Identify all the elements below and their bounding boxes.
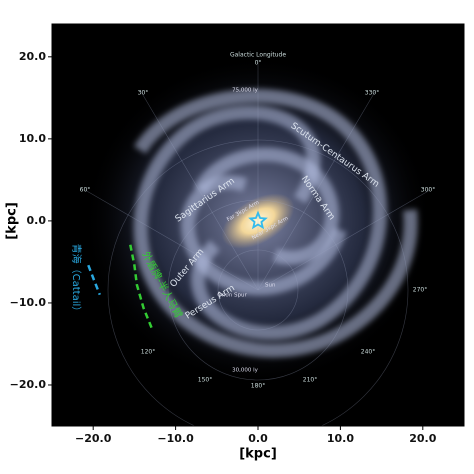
galaxy-image (83, 56, 433, 426)
x-tick-label: −20.0 (75, 432, 112, 445)
longitude-label: 120° (141, 349, 155, 356)
longitude-label: 210° (303, 377, 317, 384)
dashed-line (129, 244, 154, 331)
distance-label: 30,000 ly (232, 368, 259, 374)
longitude-label: 0° (255, 60, 262, 67)
arm-label: Orion Spur (217, 293, 247, 299)
x-tick-label: 20.0 (409, 432, 436, 445)
y-tick-label: −10.0 (10, 296, 47, 309)
longitude-label: 60° (80, 187, 91, 194)
arm-label: Sun (265, 283, 276, 289)
longitude-label: 180° (251, 383, 265, 390)
longitude-label: 150° (198, 377, 212, 384)
y-tick-label: −20.0 (10, 378, 47, 391)
x-tick-label: −10.0 (157, 432, 194, 445)
y-axis-label: [kpc] (5, 202, 20, 240)
y-tick-label: 10.0 (19, 132, 46, 145)
longitude-label: 330° (365, 90, 379, 97)
dashed-line (87, 264, 101, 296)
y-tick-label: 20.0 (19, 50, 46, 63)
longitude-title: Galactic Longitude (230, 52, 286, 59)
longitude-label: 300° (421, 187, 435, 194)
y-tick-label: 0.0 (27, 214, 47, 227)
series-label: 青海（Cattail） (70, 244, 83, 317)
longitude-label: 270° (413, 287, 427, 294)
longitude-label: 240° (361, 349, 375, 356)
x-axis-label: [kpc] (239, 447, 277, 462)
longitude-label: 30° (138, 90, 149, 97)
distance-label: 75,000 ly (232, 88, 259, 94)
star-marker (248, 210, 268, 230)
x-tick-label: 10.0 (327, 432, 354, 445)
x-tick-label: 0.0 (248, 432, 268, 445)
